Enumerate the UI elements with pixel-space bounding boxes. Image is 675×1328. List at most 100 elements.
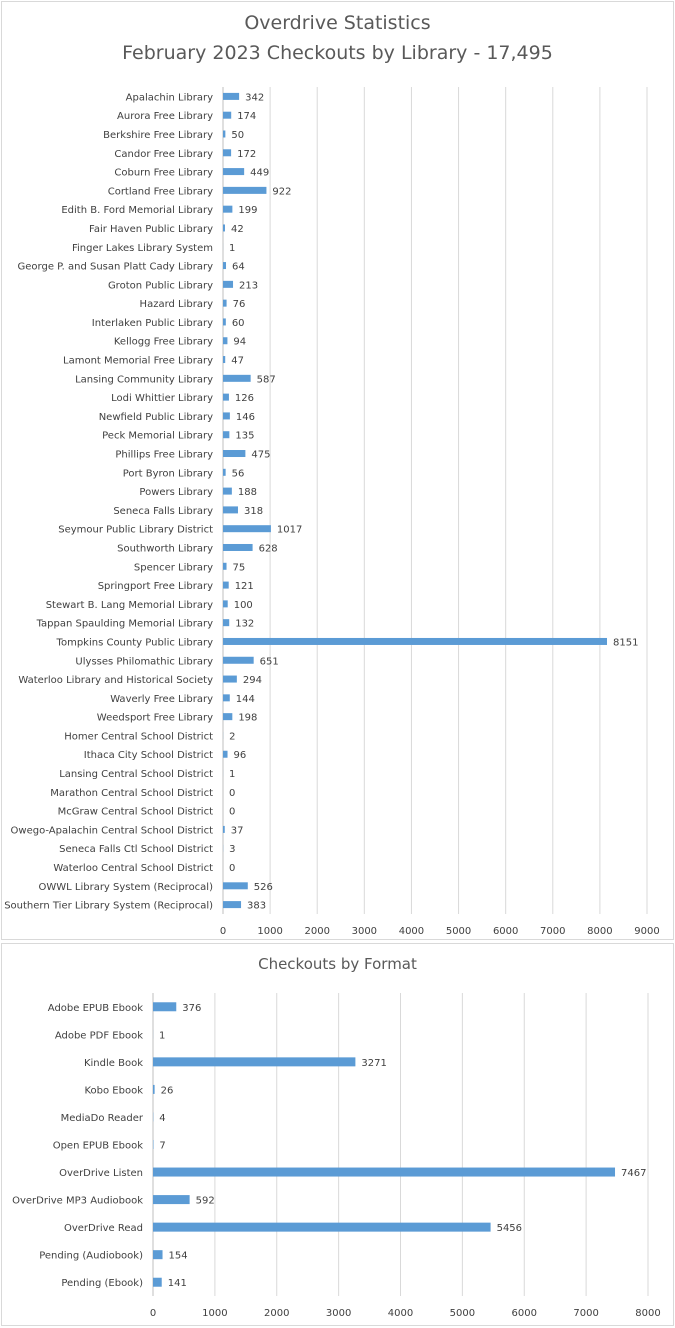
category-label: Newfield Public Library	[99, 412, 213, 423]
bar	[223, 450, 246, 458]
category-label: Spencer Library	[134, 562, 213, 573]
x-tick-label: 7000	[540, 926, 565, 937]
data-label: 198	[238, 713, 257, 724]
data-label: 100	[234, 600, 253, 611]
bar	[223, 694, 230, 702]
data-label: 146	[236, 412, 255, 423]
x-tick-label: 4000	[388, 1308, 413, 1319]
x-tick-label: 6000	[512, 1308, 537, 1319]
category-label: Kobo Ebook	[84, 1085, 143, 1096]
category-label: OverDrive MP3 Audiobook	[12, 1196, 143, 1207]
bar	[223, 412, 230, 420]
x-tick-label: 8000	[587, 926, 612, 937]
data-label: 4	[159, 1113, 165, 1124]
category-label: Candor Free Library	[114, 149, 213, 160]
category-label: Groton Public Library	[108, 280, 213, 291]
category-label: Interlaken Public Library	[92, 318, 213, 329]
bar	[223, 318, 226, 326]
category-label: Springport Free Library	[98, 581, 213, 592]
category-label: Coburn Free Library	[114, 168, 213, 179]
bar	[223, 600, 228, 608]
bar	[223, 337, 228, 345]
category-label: Lansing Community Library	[75, 374, 213, 385]
data-label: 526	[254, 882, 273, 893]
category-label: Ulysses Philomathic Library	[75, 656, 213, 667]
bar	[223, 487, 232, 495]
data-label: 37	[231, 825, 244, 836]
bar	[223, 637, 608, 645]
data-label: 3	[229, 844, 235, 855]
data-label: 628	[259, 543, 278, 554]
data-label: 0	[229, 788, 235, 799]
data-label: 294	[243, 675, 262, 686]
x-tick-label: 3000	[326, 1308, 351, 1319]
data-label: 376	[182, 1003, 201, 1014]
data-label: 174	[237, 111, 256, 122]
category-label: Open EPUB Ebook	[53, 1141, 143, 1152]
category-label: Owego-Apalachin Central School District	[11, 825, 214, 836]
data-label: 135	[235, 431, 254, 442]
x-tick-label: 5000	[450, 1308, 475, 1319]
x-tick-label: 1000	[202, 1308, 227, 1319]
bar	[223, 901, 242, 909]
bar	[223, 374, 251, 382]
data-label: 3271	[361, 1058, 386, 1069]
data-label: 50	[231, 130, 244, 141]
category-label: Adobe PDF Ebook	[55, 1030, 143, 1041]
category-label: Powers Library	[139, 487, 213, 498]
bar	[223, 713, 233, 721]
category-label: Seymour Public Library District	[58, 525, 213, 536]
data-label: 42	[231, 224, 244, 235]
data-label: 2	[229, 731, 235, 742]
bar	[153, 1057, 356, 1067]
category-label: Waverly Free Library	[110, 694, 213, 705]
data-label: 1	[229, 769, 235, 780]
bar	[153, 1250, 163, 1260]
bar	[153, 1002, 177, 1012]
bar	[223, 619, 230, 627]
bar	[223, 92, 240, 100]
category-label: OWWL Library System (Reciprocal)	[38, 882, 213, 893]
data-label: 383	[247, 901, 266, 912]
library-bar-chart: 0 1000 2000 3000 4000 5000 6000 7000 8000 9000Apa…	[4, 87, 660, 937]
bar	[223, 543, 253, 551]
x-tick-label: 4000	[399, 926, 424, 937]
category-label: McGraw Central School District	[58, 807, 213, 818]
x-tick-label: 3000	[352, 926, 377, 937]
category-label: Apalachin Library	[126, 92, 213, 103]
bar	[153, 1222, 491, 1232]
category-label: Edith B. Ford Memorial Library	[61, 205, 213, 216]
data-label: 126	[235, 393, 254, 404]
data-label: 199	[238, 205, 257, 216]
x-tick-label: 8000	[635, 1308, 660, 1319]
data-label: 1017	[277, 525, 302, 536]
data-label: 7467	[621, 1168, 646, 1179]
data-label: 154	[169, 1251, 188, 1262]
data-label: 64	[232, 262, 245, 273]
data-label: 592	[196, 1196, 215, 1207]
bar	[153, 1195, 190, 1205]
x-tick-label: 5000	[446, 926, 471, 937]
category-label: Seneca Falls Ctl School District	[59, 844, 213, 855]
data-label: 132	[235, 619, 254, 630]
category-label: Phillips Free Library	[115, 450, 213, 461]
data-label: 121	[235, 581, 254, 592]
bar	[223, 280, 234, 288]
category-label: MediaDo Reader	[61, 1113, 144, 1124]
bar	[223, 825, 225, 833]
x-tick-label: 2000	[264, 1308, 289, 1319]
category-label: Aurora Free Library	[117, 111, 213, 122]
bar	[223, 356, 226, 364]
bar	[223, 393, 229, 401]
category-label: Homer Central School District	[64, 731, 213, 742]
bar	[223, 431, 230, 439]
bar	[223, 506, 238, 514]
category-label: OverDrive Read	[64, 1223, 143, 1234]
data-label: 188	[238, 487, 257, 498]
bar	[223, 675, 237, 683]
category-label: Weedsport Free Library	[97, 713, 213, 724]
category-label: Tappan Spaulding Memorial Library	[36, 619, 214, 630]
data-label: 213	[239, 280, 258, 291]
data-label: 56	[232, 468, 245, 479]
data-label: 1	[159, 1030, 165, 1041]
